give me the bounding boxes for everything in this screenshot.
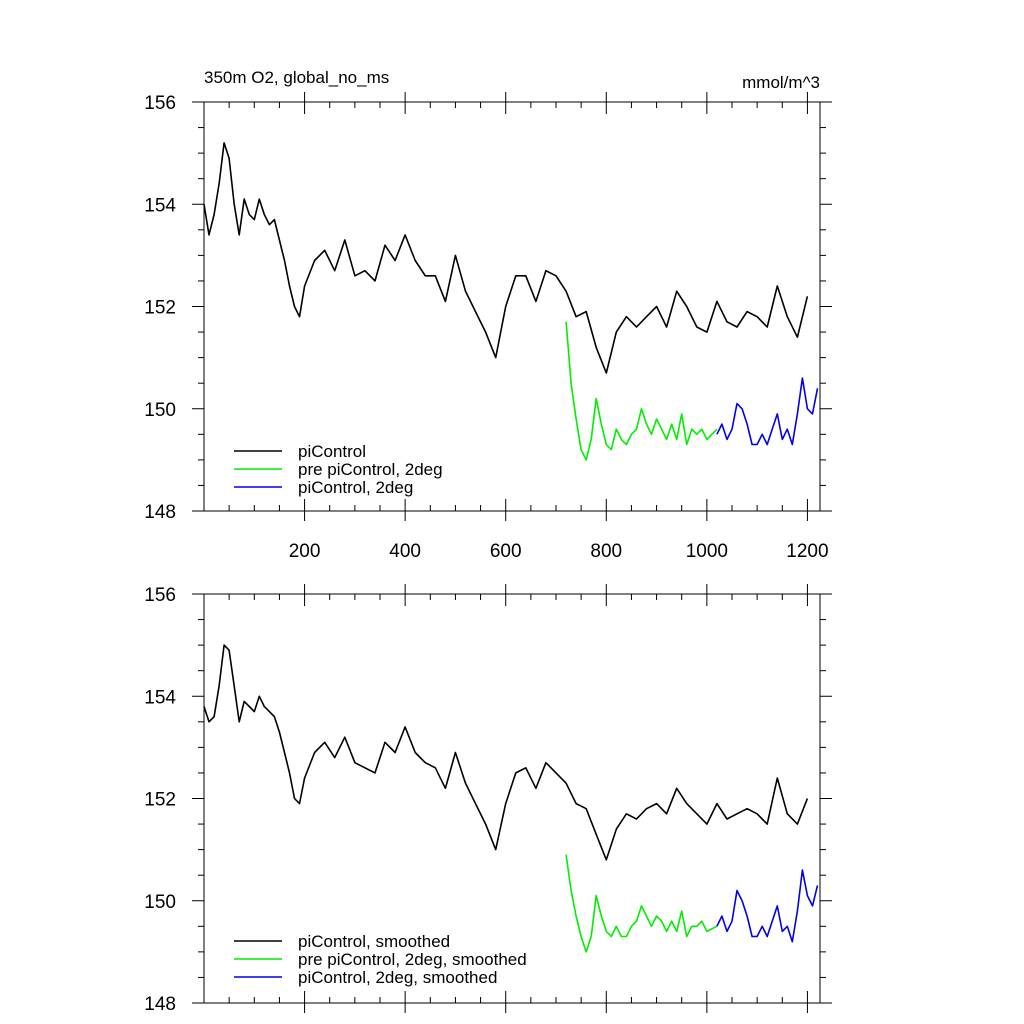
top-y-tick-labels: 148 150 152 154 156: [144, 93, 176, 523]
bottom-y-tick-labels: 148 150 152 154 156: [144, 585, 176, 1015]
y-tick-label: 154: [144, 195, 176, 216]
units-label: mmol/m^3: [742, 73, 820, 92]
x-tick-label: 600: [490, 541, 522, 562]
y-tick-label: 150: [144, 892, 176, 913]
legend-label: piControl: [298, 442, 366, 461]
series-line: [565, 321, 718, 461]
series-line: [716, 377, 819, 446]
x-tick-label: 1000: [686, 541, 728, 562]
series-line: [203, 142, 809, 374]
legend-label: piControl, smoothed: [298, 932, 450, 951]
series-line: [716, 869, 819, 943]
bottom-plot-frame: [203, 593, 821, 1004]
series-line: [203, 644, 809, 861]
top-panel: 350m O2, global_no_ms mmol/m^3 148 150 152…: [144, 68, 832, 562]
chart-title: 350m O2, global_no_ms: [204, 68, 389, 87]
top-series-lines: [203, 142, 819, 461]
top-x-tick-labels: 200 400 600 800 1000 1200: [289, 541, 829, 562]
legend-label: pre piControl, 2deg: [298, 460, 443, 479]
y-tick-label: 150: [144, 400, 176, 421]
legend-label: piControl, 2deg, smoothed: [298, 968, 497, 987]
top-plot-frame: [203, 101, 821, 512]
y-tick-label: 156: [144, 93, 176, 114]
y-tick-label: 148: [144, 502, 176, 523]
x-tick-label: 800: [590, 541, 622, 562]
x-tick-label: 200: [289, 541, 321, 562]
x-tick-label: 400: [389, 541, 421, 562]
y-tick-label: 156: [144, 585, 176, 606]
legend-label: pre piControl, 2deg, smoothed: [298, 950, 527, 969]
top-axis-ticks: [192, 92, 832, 521]
y-tick-label: 154: [144, 687, 176, 708]
legend-label: piControl, 2deg: [298, 478, 413, 497]
y-tick-label: 148: [144, 994, 176, 1015]
y-tick-label: 152: [144, 790, 176, 811]
x-tick-label: 1200: [786, 541, 828, 562]
bottom-axis-ticks: [192, 584, 832, 1013]
y-tick-label: 152: [144, 298, 176, 319]
series-line: [565, 854, 718, 953]
bottom-series-lines: [203, 644, 819, 953]
